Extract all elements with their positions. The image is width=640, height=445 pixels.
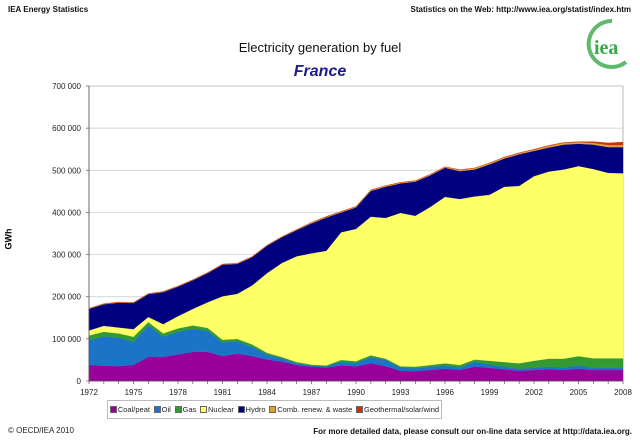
- legend-label: Hydro: [245, 405, 266, 414]
- chart-plot: 0 100 000 200 000 300 000 400 000 500 000 600 …: [52, 82, 632, 397]
- y-tick-label: 100 000: [52, 335, 81, 344]
- x-tick-label: 1975: [125, 388, 143, 397]
- header-right: Statistics on the Web: http://www.iea.or…: [410, 5, 631, 14]
- x-tick-label: 2008: [614, 388, 632, 397]
- legend-swatch: [237, 406, 245, 413]
- legend-swatch: [269, 406, 277, 413]
- y-tick-label: 0: [77, 377, 82, 386]
- legend-item: Comb. renew. & waste: [269, 405, 352, 414]
- x-tick-label: 1993: [392, 388, 410, 397]
- legend-label: Coal/peat: [117, 405, 150, 414]
- iea-logo: iea: [582, 18, 630, 75]
- chart-title: Electricity generation by fuel: [238, 40, 402, 55]
- legend-item: Oil: [153, 405, 171, 414]
- legend-label: Oil: [161, 405, 171, 414]
- legend-swatch: [356, 406, 364, 413]
- legend-item: Hydro: [237, 405, 266, 414]
- legend-swatch: [153, 406, 161, 413]
- legend-swatch: [200, 406, 207, 413]
- x-tick-label: 2002: [525, 388, 543, 397]
- legend-item: Nuclear: [200, 405, 234, 414]
- x-tick-label: 2005: [570, 388, 588, 397]
- svg-text:iea: iea: [594, 37, 618, 59]
- area-geothermal-solar-wind: [88, 141, 624, 309]
- x-tick-label: 1981: [214, 388, 232, 397]
- x-tick-label: 1978: [169, 388, 187, 397]
- legend-label: Nuclear: [208, 405, 234, 414]
- legend-label: Geothermal/solar/wind: [364, 405, 440, 414]
- footer-copyright: © OECD/IEA 2010: [8, 426, 74, 435]
- legend-item: Geothermal/solar/wind: [356, 405, 439, 414]
- legend-item: Gas: [174, 405, 197, 414]
- legend-item: Coal/peat: [109, 405, 150, 414]
- footer-note: For more detailed data, please consult o…: [313, 427, 632, 436]
- legend-swatch: [109, 406, 117, 413]
- legend-label: Comb. renew. & waste: [277, 405, 353, 414]
- y-tick-label: 500 000: [52, 166, 81, 175]
- y-tick-label: 700 000: [52, 82, 81, 91]
- y-tick-label: 200 000: [52, 293, 81, 302]
- x-tick-label: 1990: [347, 388, 365, 397]
- x-tick-label: 1984: [258, 388, 276, 397]
- legend-label: Gas: [182, 405, 197, 414]
- y-tick-label: 400 000: [52, 208, 81, 217]
- x-tick-label: 1987: [303, 388, 321, 397]
- y-tick-label: 600 000: [52, 124, 81, 133]
- y-tick-label: 300 000: [52, 251, 81, 260]
- legend-swatch: [174, 406, 182, 413]
- x-tick-label: 1972: [80, 388, 98, 397]
- chart-subtitle: France: [293, 63, 347, 80]
- legend: Coal/peat Oil Gas Nuclear Hydro Comb. renew. …: [107, 400, 442, 419]
- header-left: IEA Energy Statistics: [8, 5, 89, 14]
- x-tick-label: 1999: [481, 388, 499, 397]
- x-tick-label: 1996: [436, 388, 454, 397]
